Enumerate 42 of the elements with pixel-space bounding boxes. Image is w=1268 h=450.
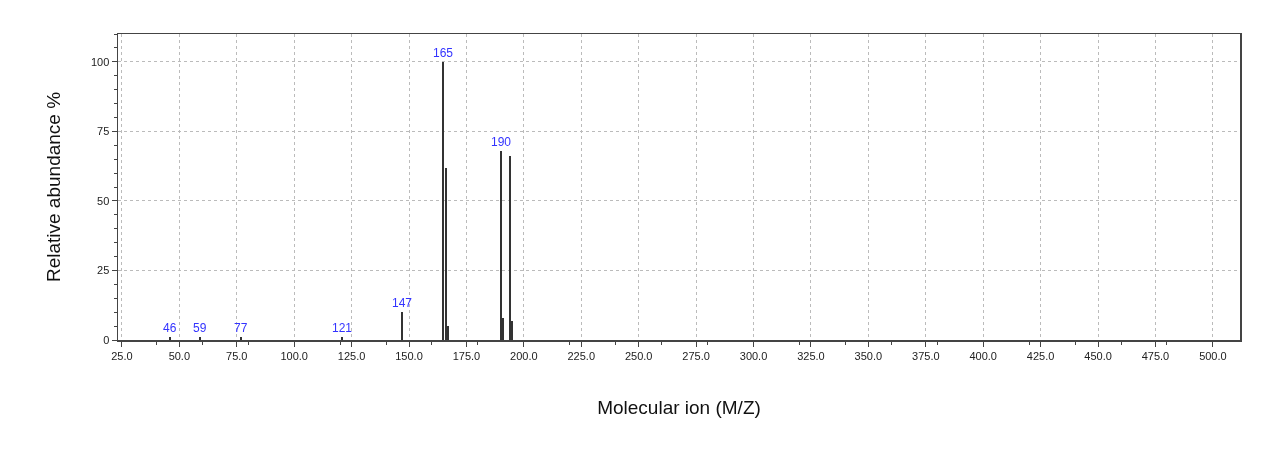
annotation: 121 <box>332 321 353 335</box>
x-tick-label: 325.0 <box>797 349 825 362</box>
x-tick-label: 150.0 <box>395 349 423 362</box>
y-tick-label: 50 <box>97 194 110 207</box>
bar <box>442 61 445 340</box>
bar <box>499 150 502 340</box>
x-tick-label: 450.0 <box>1084 349 1112 362</box>
x-tick-label: 100.0 <box>280 349 308 362</box>
x-tick-label: 225.0 <box>567 349 596 362</box>
annotation: 147 <box>392 296 413 310</box>
x-tick-label: 475.0 <box>1141 349 1170 362</box>
x-axis-title: Molecular ion (M/Z) <box>597 397 761 419</box>
x-tick-label: 75.0 <box>226 349 248 362</box>
x-tick-label: 25.0 <box>111 349 133 362</box>
y-tick-label: 100 <box>90 55 110 68</box>
y-tick-label: 25 <box>97 264 110 277</box>
x-tick-label: 375.0 <box>912 349 940 362</box>
y-axis-title: Relative abundance % <box>43 91 65 283</box>
y-tick-label: 0 <box>103 333 110 346</box>
bar <box>401 312 404 340</box>
annotation: 165 <box>433 46 454 60</box>
x-tick-label: 300.0 <box>739 349 768 362</box>
annotation: 46 <box>163 321 177 335</box>
bar <box>509 156 512 340</box>
x-tick-label: 275.0 <box>682 349 710 362</box>
bar <box>341 337 344 340</box>
bar <box>198 337 202 340</box>
x-tick-label: 200.0 <box>510 349 538 362</box>
x-tick-label: 500.0 <box>1199 349 1227 362</box>
x-tick-label: 125.0 <box>337 349 366 362</box>
bar <box>169 337 172 340</box>
annotation: 59 <box>193 321 207 335</box>
x-tick-label: 250.0 <box>624 349 653 362</box>
annotation: 77 <box>234 321 248 335</box>
x-tick-label: 425.0 <box>1026 349 1055 362</box>
bar <box>240 337 243 340</box>
x-tick-label: 400.0 <box>969 349 997 362</box>
annotation: 190 <box>491 135 512 149</box>
y-tick-label: 75 <box>97 125 110 138</box>
x-tick-label: 50.0 <box>168 349 191 362</box>
x-tick-label: 175.0 <box>452 349 481 362</box>
x-tick-label: 350.0 <box>854 349 883 362</box>
